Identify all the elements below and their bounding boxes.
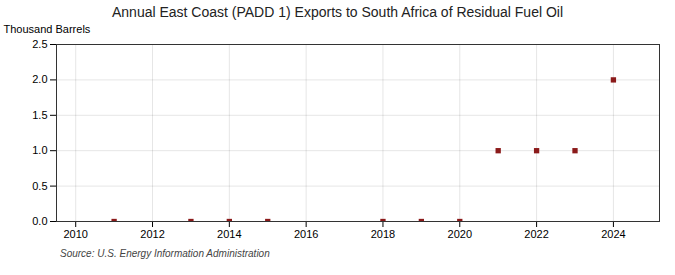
svg-text:2022: 2022 (524, 228, 548, 240)
svg-text:0.5: 0.5 (32, 180, 47, 192)
svg-text:1.0: 1.0 (32, 144, 47, 156)
svg-text:2018: 2018 (371, 228, 395, 240)
html-text:Source: U.S. Energy Informatio: Source: U.S. Energy Information Administ… (60, 248, 270, 259)
svg-text:2016: 2016 (294, 228, 318, 240)
svg-text:0.0: 0.0 (32, 215, 47, 227)
svg-text:Thousand Barrels: Thousand Barrels (4, 23, 91, 35)
svg-text:2.0: 2.0 (32, 73, 47, 85)
html-text:Annual East Coast (PADD 1) Exp: Annual East Coast (PADD 1) Exports to So… (112, 4, 563, 20)
svg-text:1.5: 1.5 (32, 109, 47, 121)
svg-text:2.5: 2.5 (32, 38, 47, 50)
svg-text:2014: 2014 (217, 228, 241, 240)
svg-text:2012: 2012 (140, 228, 164, 240)
svg-text:2024: 2024 (601, 228, 625, 240)
svg-text:2020: 2020 (448, 228, 472, 240)
svg-text:2010: 2010 (63, 228, 87, 240)
